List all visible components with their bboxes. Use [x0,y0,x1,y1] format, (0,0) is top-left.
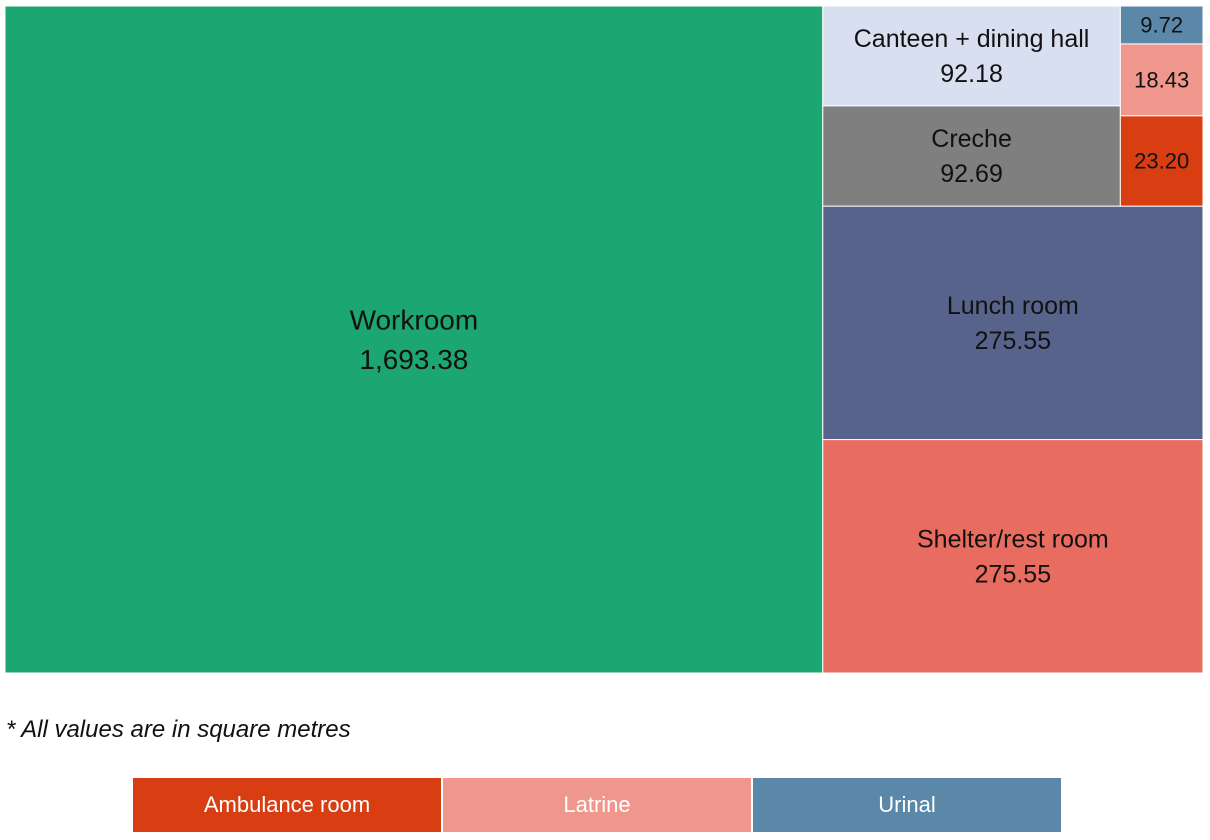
tile-urinal [1119,5,1204,45]
tile-label-workroom: Workroom [350,305,479,336]
tile-value-lunch-room: 275.55 [975,327,1051,355]
tile-creche [822,105,1121,207]
tile-lunch-room [822,205,1204,441]
tile-value-urinal: 9.72 [1140,13,1183,38]
tile-workroom [4,5,824,674]
tile-value-canteen-dining-hall: 92.18 [940,60,1003,88]
tile-shelter-rest-room [822,439,1204,674]
tile-ambulance-room [1119,115,1204,207]
treemap-chart: Workroom 1,693.38 Shelter/rest room 275.55 L… [4,5,1204,674]
tile-value-ambulance-room: 23.20 [1134,149,1189,174]
tile-value-shelter-rest-room: 275.55 [975,561,1051,589]
tile-label-canteen-dining-hall: Canteen + dining hall [854,25,1090,53]
tile-value-latrine: 18.43 [1134,67,1189,92]
tile-canteen-dining-hall [822,5,1121,107]
tile-label-shelter-rest-room: Shelter/rest room [917,526,1109,554]
legend-item-latrine: Latrine [443,778,751,832]
tile-latrine [1119,43,1204,117]
tile-value-workroom: 1,693.38 [359,344,468,375]
tile-value-creche: 92.69 [940,160,1003,188]
legend: Ambulance room Latrine Urinal [133,778,1061,832]
legend-item-ambulance-room: Ambulance room [133,778,441,832]
tile-label-lunch-room: Lunch room [947,292,1079,320]
legend-item-urinal: Urinal [753,778,1061,832]
unit-footnote: * All values are in square metres [6,716,351,743]
tile-label-creche: Creche [931,125,1012,153]
